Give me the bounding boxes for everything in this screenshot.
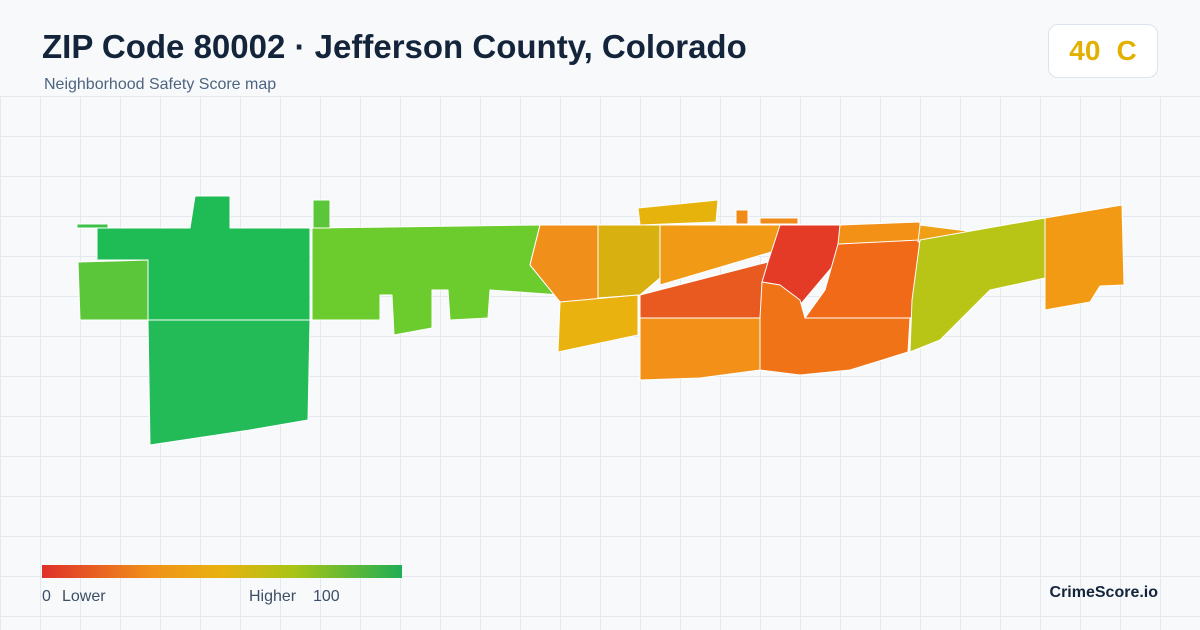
area <box>759 281 911 376</box>
title: ZIP Code 80002 · Jefferson County, Color… <box>42 28 747 65</box>
area <box>637 199 719 226</box>
legend-min: 0 <box>42 588 51 605</box>
area <box>311 224 561 336</box>
score-value: 40 <box>1069 35 1101 66</box>
score-grade: C <box>1116 35 1137 66</box>
area <box>1044 204 1125 311</box>
area <box>735 209 749 225</box>
area <box>837 221 921 245</box>
area <box>639 317 761 381</box>
area <box>76 223 109 229</box>
area <box>77 259 149 321</box>
area <box>557 294 639 353</box>
area <box>147 319 311 446</box>
subtitle: Neighborhood Safety Score map <box>44 76 277 93</box>
legend-min-label: Lower <box>62 588 106 605</box>
area <box>597 224 661 299</box>
area <box>759 217 799 225</box>
area <box>909 217 1046 353</box>
legend-max: 100 <box>313 588 340 605</box>
area <box>312 199 331 229</box>
brand: CrimeScore.io <box>1049 584 1158 601</box>
legend-gradient <box>42 565 402 578</box>
score-badge: 40 C <box>1048 24 1158 78</box>
legend-max-label: Higher <box>249 588 297 605</box>
